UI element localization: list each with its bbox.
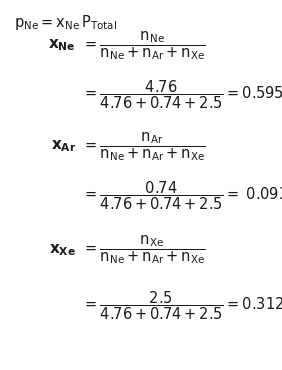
Text: $= \dfrac{0.74}{4.76 + 0.74 + 2.5} =\; 0.093$: $= \dfrac{0.74}{4.76 + 0.74 + 2.5} =\; 0… xyxy=(82,180,282,212)
Text: $= \dfrac{2.5}{4.76 + 0.74 + 2.5} = 0.312$: $= \dfrac{2.5}{4.76 + 0.74 + 2.5} = 0.31… xyxy=(82,289,282,322)
Text: $= \dfrac{\mathrm{n}_{\mathrm{Ne}}}{\mathrm{n}_{\mathrm{Ne}} + \mathrm{n}_{\math: $= \dfrac{\mathrm{n}_{\mathrm{Ne}}}{\mat… xyxy=(82,28,206,62)
Text: $= \dfrac{\mathrm{n}_{\mathrm{Xe}}}{\mathrm{n}_{\mathrm{Ne}} + \mathrm{n}_{\math: $= \dfrac{\mathrm{n}_{\mathrm{Xe}}}{\mat… xyxy=(82,233,206,266)
Text: $\mathbf{x}_{\mathbf{Ne}}$: $\mathbf{x}_{\mathbf{Ne}}$ xyxy=(49,37,76,53)
Text: $= \dfrac{4.76}{4.76 + 0.74 + 2.5} = 0.595$: $= \dfrac{4.76}{4.76 + 0.74 + 2.5} = 0.5… xyxy=(82,78,282,111)
Text: $\mathbf{x}_{\mathbf{Ar}}$: $\mathbf{x}_{\mathbf{Ar}}$ xyxy=(51,138,76,154)
Text: $\mathrm{p}_{\mathrm{Ne}} = \mathrm{x}_{\mathrm{Ne}}\, \mathrm{P}_{\mathrm{Total: $\mathrm{p}_{\mathrm{Ne}} = \mathrm{x}_{… xyxy=(14,13,117,32)
Text: $= \dfrac{\mathrm{n}_{\mathrm{Ar}}}{\mathrm{n}_{\mathrm{Ne}} + \mathrm{n}_{\math: $= \dfrac{\mathrm{n}_{\mathrm{Ar}}}{\mat… xyxy=(82,130,206,163)
Text: $\mathbf{x}_{\mathbf{Xe}}$: $\mathbf{x}_{\mathbf{Xe}}$ xyxy=(49,242,76,258)
